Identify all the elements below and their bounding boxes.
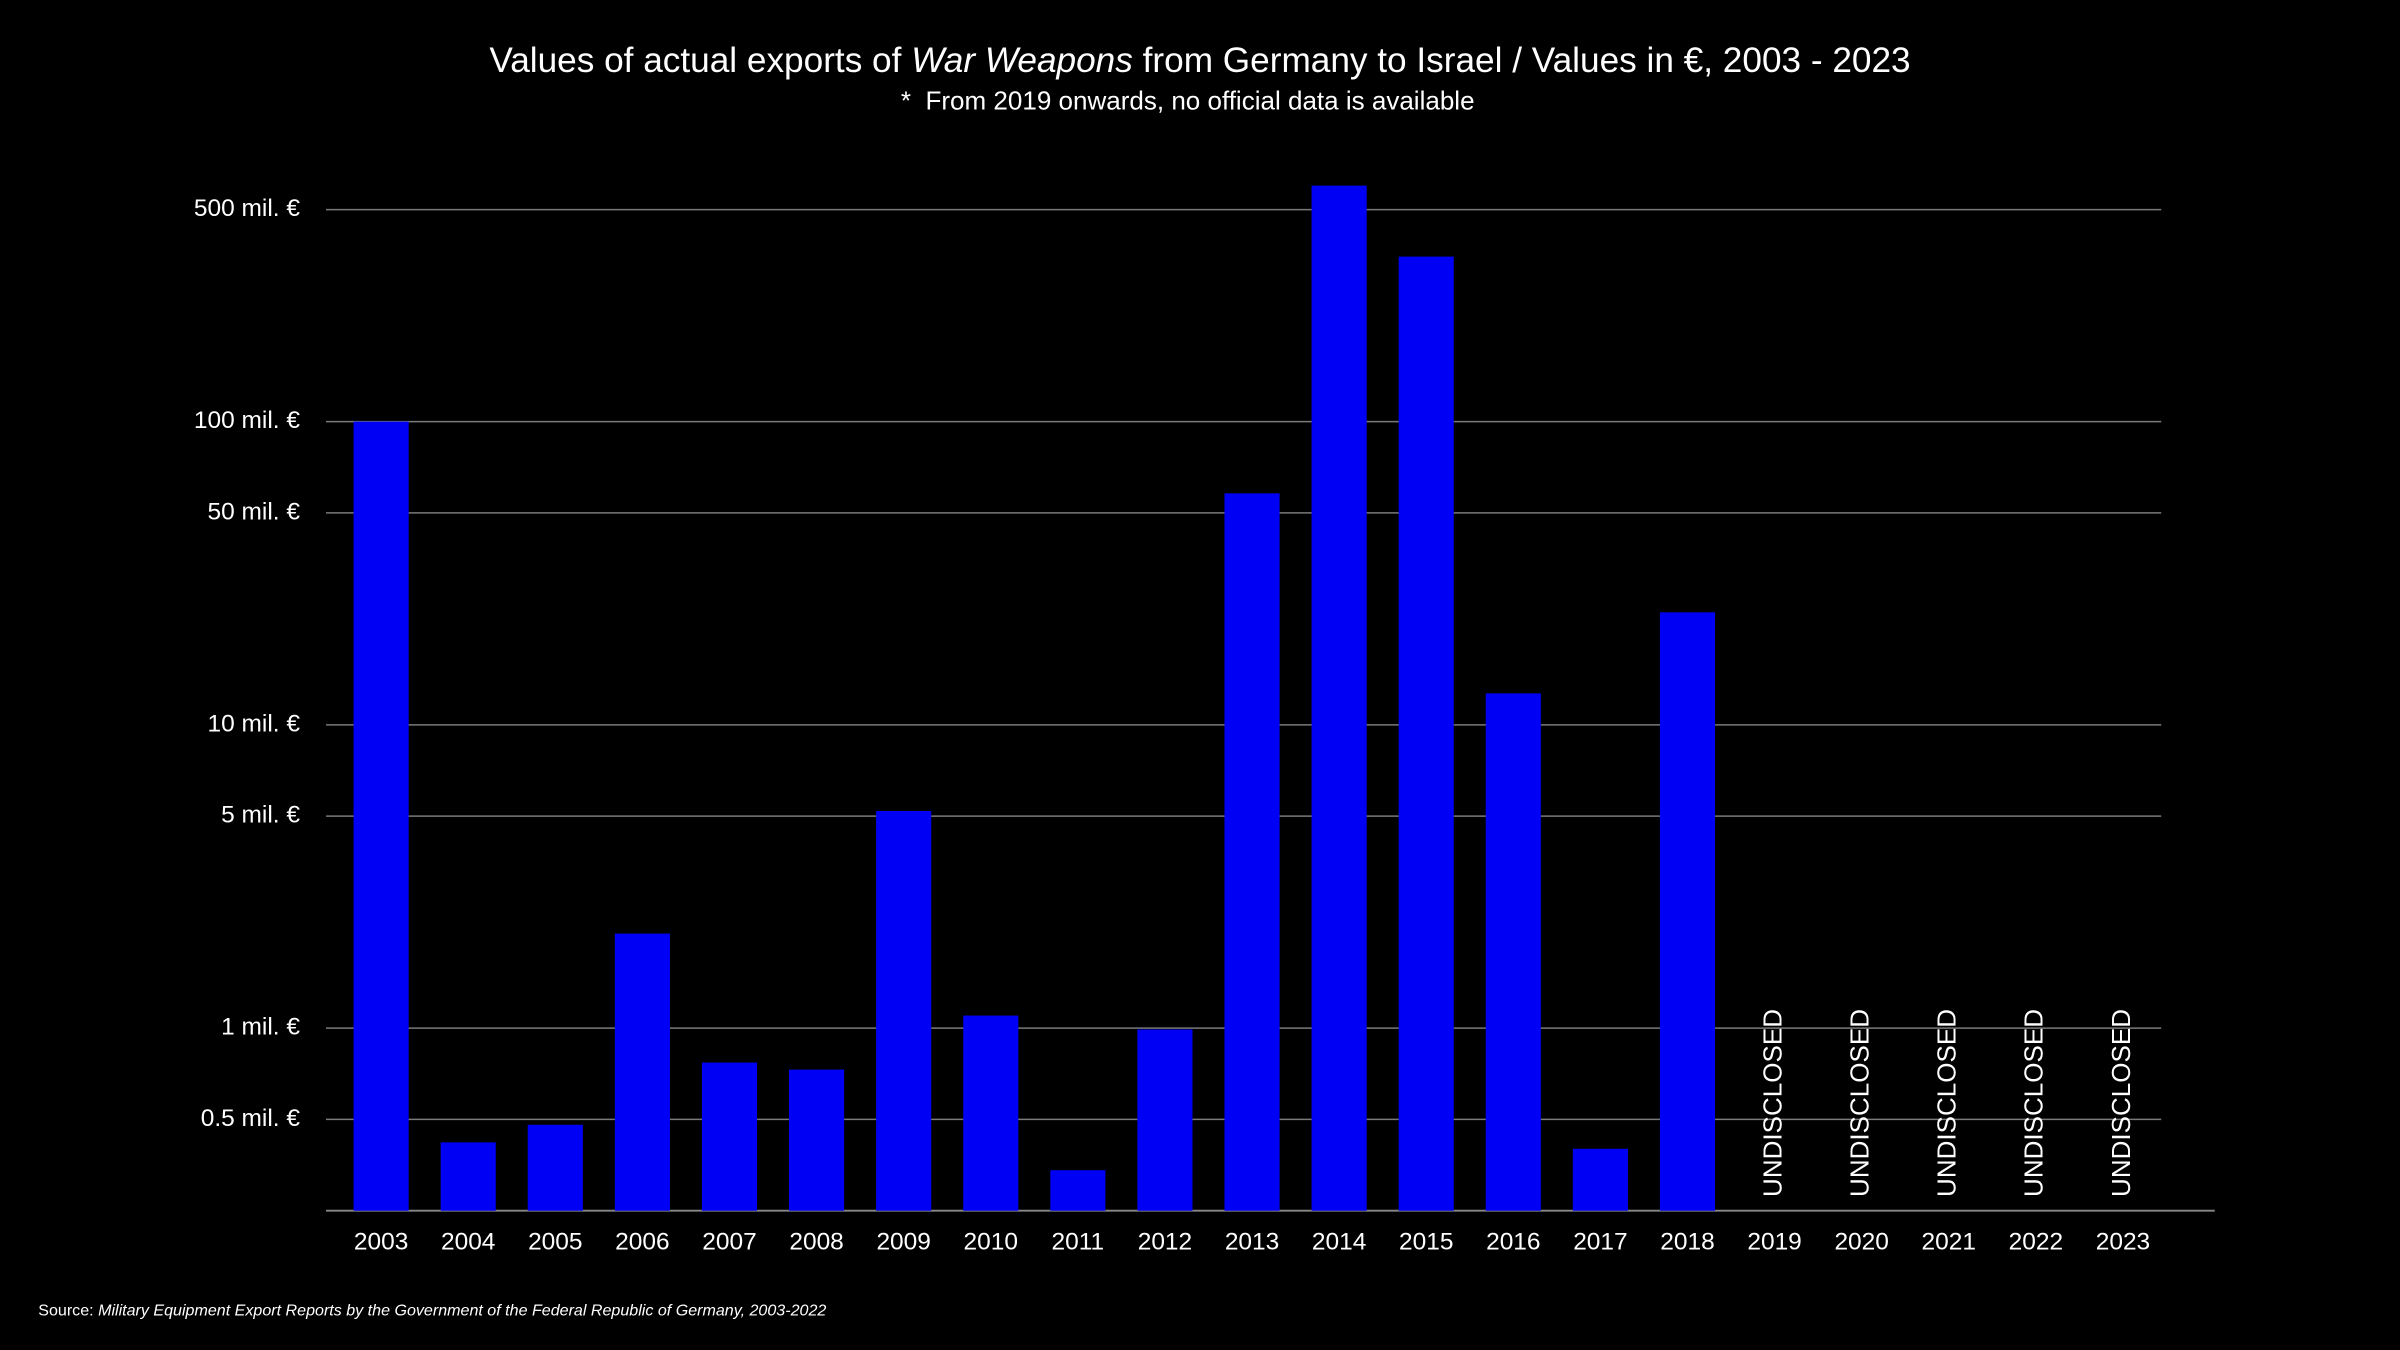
value-label: UNDISCLOSED (1845, 1009, 1875, 1197)
x-tick-label: 2008 (789, 1228, 843, 1255)
value-label: UNDISCLOSED (2106, 1009, 2136, 1197)
y-tick-label: 10 mil. € (208, 710, 301, 737)
y-tick-label: 500 mil. € (194, 195, 300, 222)
chart-subtitle: * From 2019 onwards, no official data is… (901, 85, 1475, 115)
source-label: Source: (38, 1302, 93, 1320)
bar (440, 1142, 496, 1211)
bar (1050, 1170, 1106, 1211)
source-text: Military Equipment Export Reports by the… (98, 1302, 826, 1320)
bar (701, 1062, 758, 1211)
x-tick-label: 2013 (1225, 1228, 1279, 1255)
value-label: UNDISCLOSED (2019, 1009, 2049, 1197)
bar (1572, 1148, 1628, 1211)
x-tick-label: 2006 (615, 1228, 669, 1255)
x-tick-label: 2011 (1052, 1228, 1105, 1255)
bar (1311, 185, 1367, 1211)
x-tick-label: 2004 (441, 1228, 495, 1255)
x-tick-label: 2009 (876, 1228, 930, 1255)
bar (614, 933, 670, 1211)
bar (963, 1015, 1019, 1211)
x-tick-label: 2019 (1747, 1228, 1801, 1255)
y-tick-label: 50 mil. € (208, 498, 301, 525)
bar (789, 1069, 845, 1211)
value-label: UNDISCLOSED (1932, 1009, 1962, 1197)
y-tick-label: 5 mil. € (221, 802, 300, 829)
bar (876, 810, 932, 1211)
x-tick-label: 2018 (1660, 1228, 1714, 1255)
x-tick-label: 2003 (354, 1228, 408, 1255)
x-tick-label: 2005 (528, 1228, 582, 1255)
title-part: War Weapons (911, 41, 1133, 80)
x-tick-label: 2010 (964, 1228, 1018, 1255)
y-tick-label: 100 mil. € (194, 407, 300, 434)
bar (1485, 693, 1541, 1211)
y-tick-label: 1 mil. € (221, 1014, 300, 1041)
x-tick-label: 2023 (2096, 1228, 2150, 1255)
x-tick-label: 2007 (702, 1228, 756, 1255)
title-part: Values of actual exports of (489, 41, 911, 80)
bar (353, 421, 409, 1211)
y-tick-label: 0.5 mil. € (201, 1105, 301, 1132)
title-part: from Germany to Israel / Values in €, 20… (1133, 41, 1911, 80)
x-tick-label: 2020 (1834, 1228, 1888, 1255)
x-tick-label: 2017 (1573, 1228, 1627, 1255)
x-tick-label: 2016 (1486, 1228, 1540, 1255)
bar (1137, 1029, 1193, 1211)
chart-title: Values of actual exports of War Weapons … (489, 41, 1910, 80)
bar (1659, 612, 1716, 1211)
source: Source: Military Equipment Export Report… (38, 1302, 826, 1320)
x-tick-label: 2021 (1922, 1228, 1976, 1255)
x-tick-label: 2022 (2009, 1228, 2063, 1255)
bar (1224, 493, 1280, 1211)
x-tick-label: 2015 (1399, 1228, 1453, 1255)
bar (1398, 256, 1454, 1211)
value-label: UNDISCLOSED (1757, 1009, 1787, 1197)
x-tick-label: 2014 (1312, 1228, 1366, 1255)
bar (527, 1124, 583, 1211)
x-tick-label: 2012 (1138, 1228, 1192, 1255)
